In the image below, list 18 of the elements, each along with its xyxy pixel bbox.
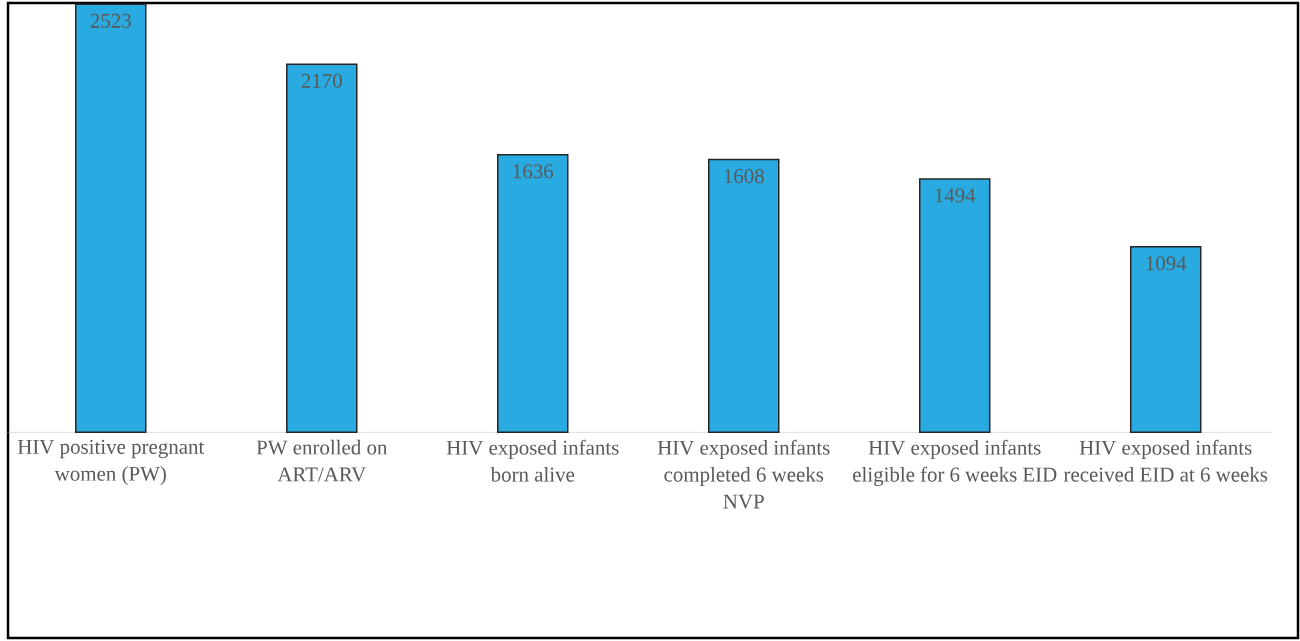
data-label: 1094 (1146, 256, 1187, 271)
data-label: 2170 (301, 73, 342, 88)
bar (286, 63, 358, 434)
x-tick-label: PW enrolled on ART/ARV (256, 439, 388, 482)
data-label: 1608 (724, 169, 764, 184)
data-label: 1494 (935, 188, 976, 203)
bar (918, 178, 991, 434)
x-tick-label: HIV exposed infants born alive (446, 439, 619, 482)
bar (707, 158, 780, 434)
x-tick-label: HIV exposed infants completed 6 weeks NVP (657, 439, 830, 509)
data-label: 2523 (90, 13, 131, 28)
x-tick-label: HIV positive pregnant women (PW) (17, 439, 205, 486)
bar (1129, 245, 1202, 434)
data-label: 1636 (513, 164, 554, 179)
bar (75, 3, 147, 434)
x-tick-label: HIV exposed infants eligible for 6 weeks EID (853, 439, 1057, 486)
bar (497, 154, 569, 434)
x-tick-label: HIV exposed infants received EID at 6 weeks (1063, 439, 1268, 482)
